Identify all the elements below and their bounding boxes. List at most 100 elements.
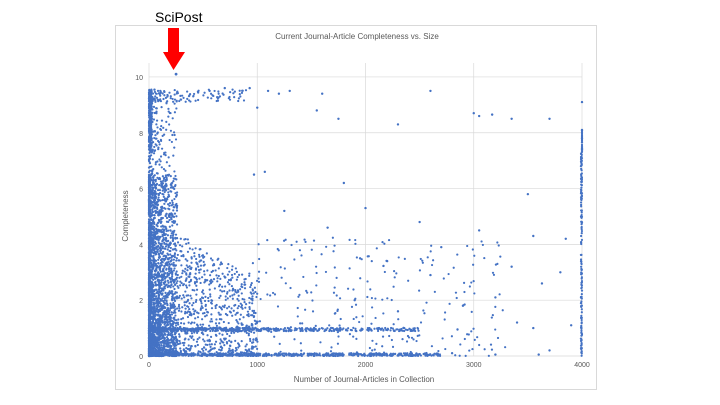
data-point [148,257,151,260]
data-point [175,324,178,327]
data-point [191,304,194,307]
data-point [185,332,189,335]
data-point [247,334,250,337]
data-point [176,253,179,257]
data-point [219,289,222,292]
data-point [190,297,193,300]
data-point [158,163,161,166]
data-point [448,302,451,305]
data-point [473,338,476,341]
data-point [222,341,225,344]
data-point [169,212,172,216]
data-point [274,327,277,331]
data-point [235,348,238,351]
data-point [178,244,182,247]
data-point [211,280,214,283]
data-point [179,249,182,253]
data-point [169,271,172,274]
data-point [148,157,152,160]
data-point [220,339,223,343]
data-point [173,93,176,96]
data-point [254,345,257,348]
data-point [213,287,216,290]
data-point [229,344,232,348]
data-point [283,329,286,332]
data-point [219,294,222,297]
data-point [173,170,176,173]
data-point [151,189,154,192]
data-point [230,273,234,277]
data-point [174,347,177,350]
data-point [249,327,252,330]
data-point [156,326,159,329]
data-point [186,305,189,308]
data-point [371,349,374,352]
data-point [177,303,181,306]
data-point [422,309,425,312]
data-point [167,239,170,242]
data-point [320,326,323,330]
data-point [174,195,178,198]
data-point [149,239,152,242]
data-point [153,145,156,149]
data-point [418,334,421,337]
data-point [160,305,163,308]
data-point [236,325,239,328]
data-point [156,204,159,207]
data-point [152,263,155,267]
data-point [152,278,155,281]
data-point [481,243,484,247]
data-point [329,326,333,329]
data-point [401,337,404,341]
data-point [152,248,156,252]
data-point [199,323,202,326]
data-point [165,120,168,124]
data-point [382,312,385,315]
data-point [354,238,357,242]
data-point [210,299,214,302]
data-point [154,161,157,164]
data-point [301,322,304,325]
data-point [203,255,206,258]
data-point [171,275,174,278]
data-point [154,268,158,271]
data-point [255,347,259,351]
data-point [443,311,447,314]
data-point [165,318,168,321]
data-point [200,302,203,305]
data-point [201,289,205,292]
data-point [206,334,209,337]
data-point [229,329,232,332]
data-point [179,349,182,353]
data-point [273,293,277,296]
data-point [148,198,151,201]
data-point [194,309,197,312]
data-point [215,324,219,327]
data-point [228,283,231,286]
data-point [148,144,151,147]
data-point [236,320,239,323]
data-point [186,298,190,301]
data-point [223,306,226,309]
data-point [148,350,151,353]
data-point [186,238,189,241]
data-point [209,280,212,283]
data-point [395,328,398,331]
data-point [166,234,170,237]
data-point [375,247,378,250]
data-point [154,242,158,245]
data-point [173,350,176,353]
data-point [152,242,155,245]
data-point [212,326,215,329]
data-point [164,200,167,203]
data-point [198,248,201,251]
data-point [252,311,256,314]
data-point [430,244,433,247]
data-point [169,278,172,281]
data-point [173,197,176,201]
data-point [163,94,166,97]
data-point [504,346,507,349]
data-point [158,268,161,271]
data-point [355,256,358,259]
data-point [250,330,253,333]
